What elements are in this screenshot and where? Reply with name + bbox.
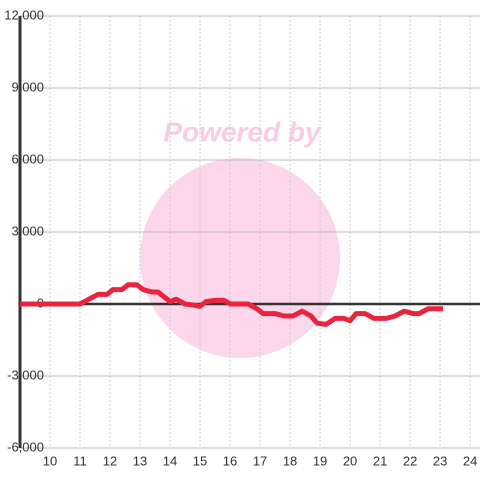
y-tick-label: -3,000 (7, 367, 44, 382)
x-tick-label: 18 (283, 453, 297, 468)
x-tick-label: 21 (373, 453, 387, 468)
x-tick-label: 14 (163, 453, 177, 468)
y-tick-label: 6,000 (11, 151, 44, 166)
x-tick-label: 11 (73, 453, 87, 468)
x-tick-label: 12 (103, 453, 117, 468)
watermark-text: Powered by (163, 116, 322, 147)
x-tick-label: 16 (223, 453, 237, 468)
x-tick-label: 17 (253, 453, 267, 468)
line (20, 282, 444, 327)
x-tick-label: 24 (463, 453, 477, 468)
y-tick-label: 9,000 (11, 79, 44, 94)
x-tick-label: 13 (133, 453, 147, 468)
x-tick-label: 10 (43, 453, 57, 468)
y-tick-label: -6,000 (7, 439, 44, 454)
x-tick-label: 15 (193, 453, 207, 468)
y-tick-label: 12,000 (4, 7, 44, 22)
x-tick-label: 20 (343, 453, 357, 468)
x-tick-label: 23 (433, 453, 447, 468)
x-tick-label: 22 (403, 453, 417, 468)
x-tick-label: 19 (313, 453, 327, 468)
y-tick-label: 3,000 (11, 223, 44, 238)
